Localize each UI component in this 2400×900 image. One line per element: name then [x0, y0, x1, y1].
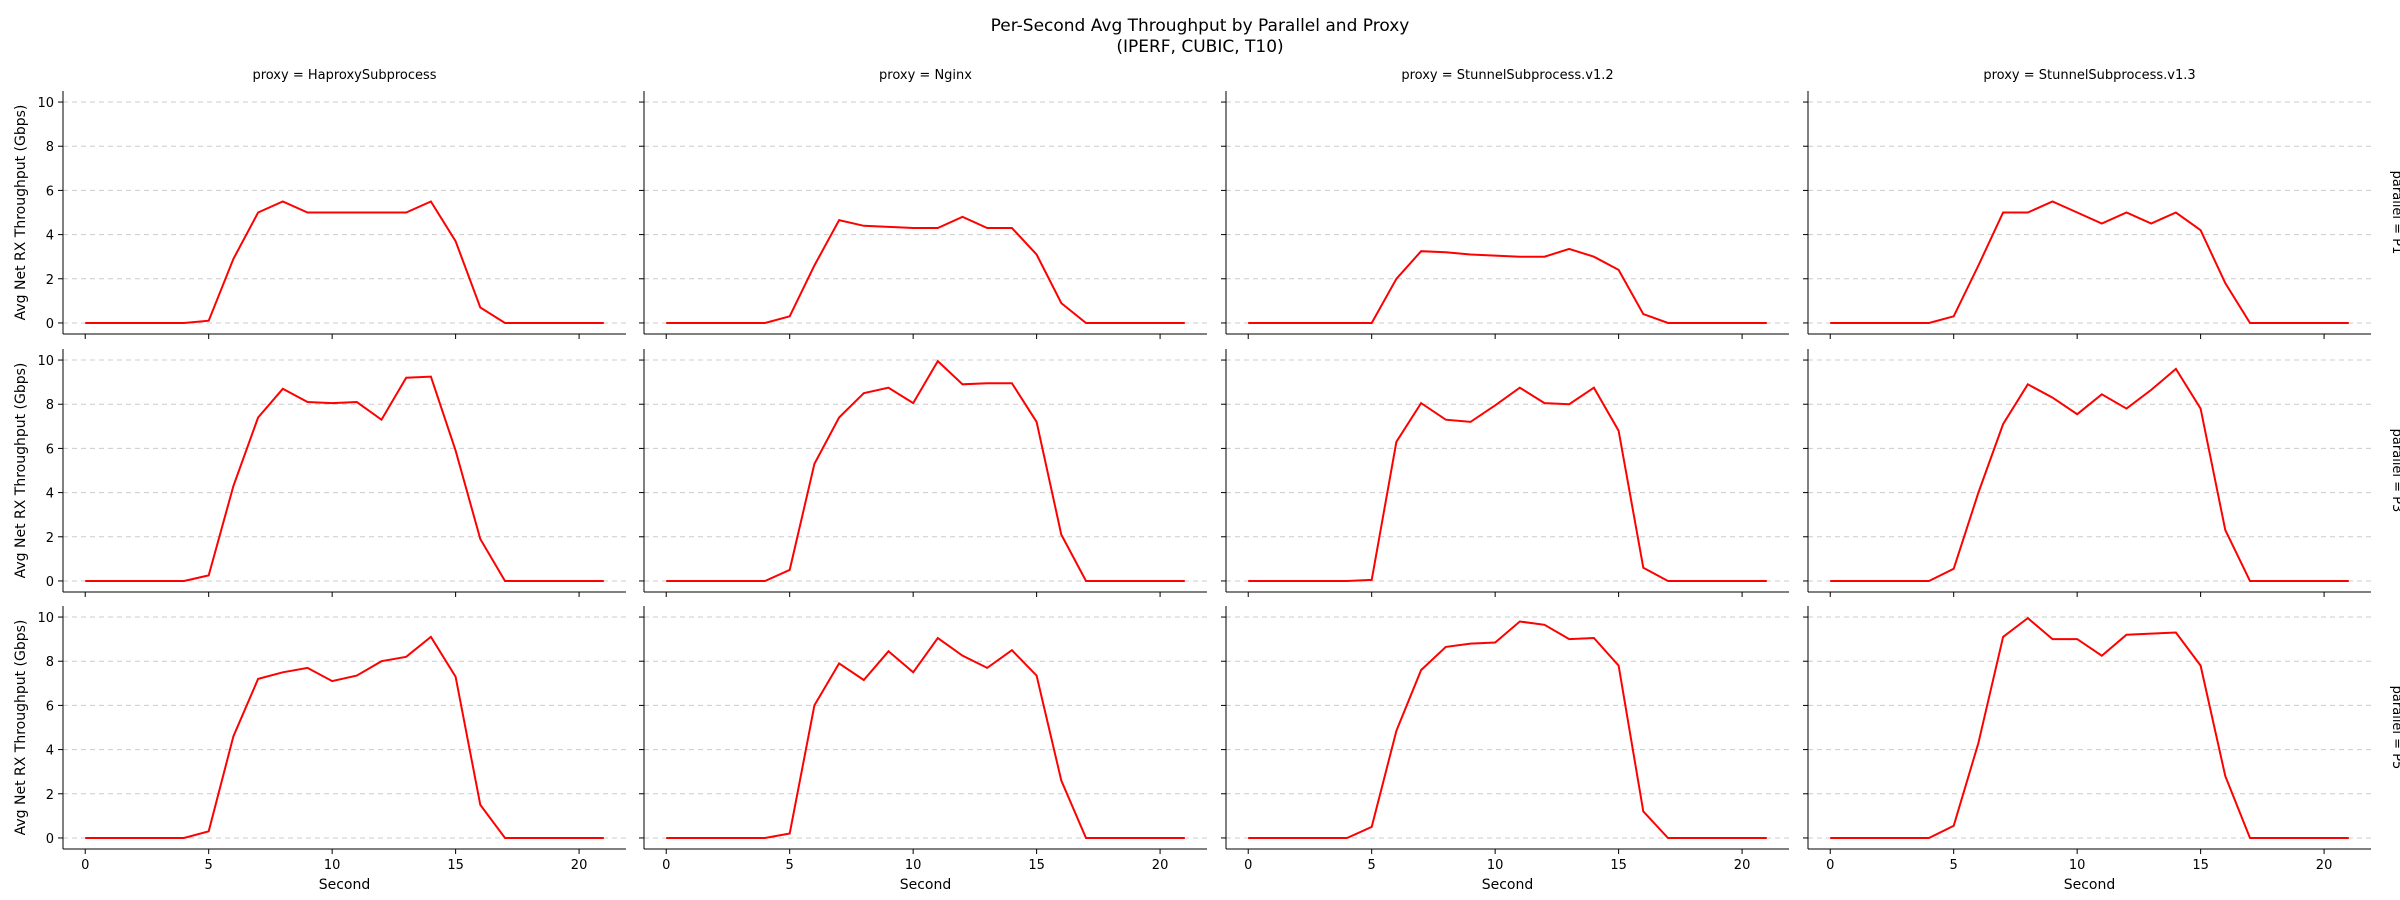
x-tick-label: 0	[81, 858, 89, 873]
series-line	[85, 375, 604, 582]
x-tick-label: 15	[2192, 858, 2209, 873]
x-tick-label: 0	[1826, 858, 1834, 873]
x-tick-label: 20	[571, 858, 588, 873]
y-axis-label: Avg Net RX Throughput (Gbps)	[13, 363, 29, 579]
y-tick-label: 6	[46, 184, 54, 199]
chart-panels: 0 2 4 6 8 10 proxy = HaproxySubprocess Avg Net …	[13, 68, 2400, 893]
series-line	[1248, 386, 1767, 582]
x-axis-label: Second	[319, 877, 371, 893]
row-title: parallel = P3	[2389, 429, 2400, 513]
column-title: proxy = StunnelSubprocess.v1.3	[1983, 68, 2195, 83]
chart-subtitle: (IPERF, CUBIC, T10)	[1116, 37, 1283, 57]
y-tick-label: 10	[37, 611, 54, 626]
y-tick-label: 2	[46, 788, 54, 803]
series-line	[85, 200, 604, 324]
x-axis-label: Second	[900, 877, 952, 893]
chart-title: Per-Second Avg Throughput by Parallel an…	[991, 16, 1410, 36]
y-tick-label: 6	[46, 442, 54, 457]
x-tick-label: 10	[905, 858, 922, 873]
panel-r3-c2: 0 5 10 15 20 Second	[639, 606, 1207, 893]
y-tick-label: 4	[46, 744, 54, 759]
x-tick-label: 0	[662, 858, 670, 873]
panel-r2-c1: 0 2 4 6 8 10 Avg Net RX Throughput (Gbps)	[13, 349, 626, 597]
x-tick-label: 0	[1244, 858, 1252, 873]
x-axis-label: Second	[1482, 877, 1534, 893]
x-tick-label: 5	[1950, 858, 1958, 873]
series-line	[1248, 620, 1767, 839]
column-title: proxy = StunnelSubprocess.v1.2	[1401, 68, 1613, 83]
column-title: proxy = Nginx	[879, 68, 972, 83]
panel-r2-c2	[639, 349, 1207, 597]
y-tick-label: 8	[46, 398, 54, 413]
panel-r2-c3	[1221, 349, 1789, 597]
panel-r2-c4: parallel = P3	[1803, 349, 2400, 597]
x-tick-label: 20	[1152, 858, 1169, 873]
panel-r1-c3: proxy = StunnelSubprocess.v1.2	[1221, 68, 1789, 339]
series-line	[1830, 367, 2349, 582]
y-tick-label: 0	[46, 575, 54, 590]
x-tick-label: 20	[2316, 858, 2333, 873]
panel-r3-c3: 0 5 10 15 20 Second	[1221, 606, 1789, 893]
y-tick-label: 2	[46, 531, 54, 546]
y-tick-label: 2	[46, 273, 54, 288]
y-tick-label: 8	[46, 140, 54, 155]
series-line	[666, 359, 1185, 582]
series-line	[1248, 247, 1767, 324]
series-line	[666, 215, 1185, 324]
x-axis-label: Second	[2064, 877, 2116, 893]
panel-r1-c2: proxy = Nginx	[639, 68, 1207, 339]
y-tick-label: 4	[46, 487, 54, 502]
y-axis-label: Avg Net RX Throughput (Gbps)	[13, 105, 29, 321]
y-tick-label: 10	[37, 96, 54, 111]
y-tick-label: 0	[46, 317, 54, 332]
x-tick-label: 10	[324, 858, 341, 873]
row-title: parallel = P5	[2389, 686, 2400, 770]
panel-r3-c4: 0 5 10 15 20 parallel = P5 Second	[1803, 606, 2400, 893]
y-tick-label: 8	[46, 655, 54, 670]
x-tick-label: 20	[1734, 858, 1751, 873]
y-tick-label: 4	[46, 229, 54, 244]
y-tick-label: 0	[46, 832, 54, 847]
y-tick-label: 6	[46, 699, 54, 714]
panel-r3-c1: 0 2 4 6 8 10 0 5 10 15 20 Avg Net RX Throughput (Gb…	[13, 606, 626, 893]
row-title: parallel = P1	[2389, 171, 2400, 255]
series-line	[1830, 200, 2349, 324]
column-title: proxy = HaproxySubprocess	[252, 68, 436, 83]
x-tick-label: 10	[2069, 858, 2086, 873]
x-tick-label: 15	[447, 858, 464, 873]
series-line	[666, 636, 1185, 839]
series-line	[1830, 616, 2349, 839]
x-tick-label: 5	[1368, 858, 1376, 873]
panel-r1-c4: proxy = StunnelSubprocess.v1.3 parallel =…	[1803, 68, 2400, 339]
x-tick-label: 5	[786, 858, 794, 873]
panel-r1-c1: 0 2 4 6 8 10 proxy = HaproxySubprocess Avg Net …	[13, 68, 626, 339]
x-tick-label: 15	[1028, 858, 1045, 873]
x-tick-label: 5	[205, 858, 213, 873]
series-line	[85, 635, 604, 839]
x-tick-label: 10	[1487, 858, 1504, 873]
x-tick-label: 15	[1610, 858, 1627, 873]
y-axis-label: Avg Net RX Throughput (Gbps)	[13, 620, 29, 836]
y-tick-label: 10	[37, 354, 54, 369]
